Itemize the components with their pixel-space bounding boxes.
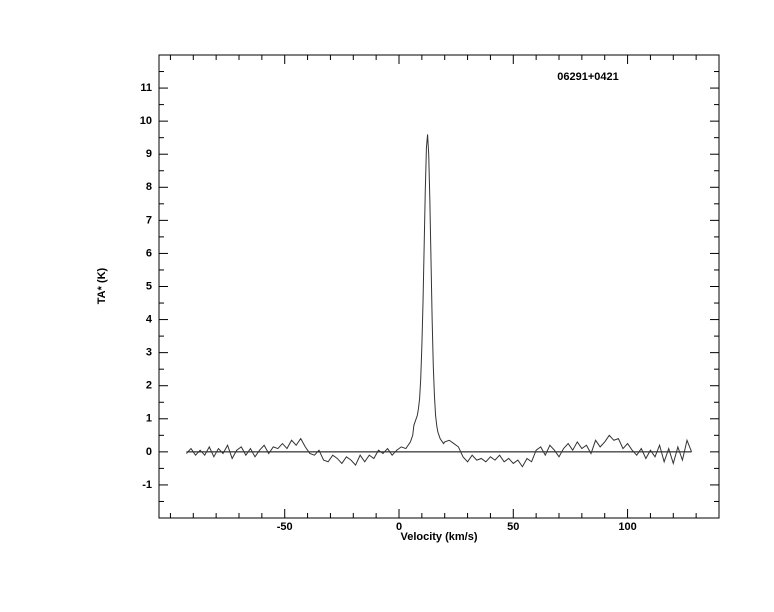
- plot-frame: [158, 54, 720, 519]
- y-axis-label: TA* (K): [96, 267, 108, 304]
- spectrum-line: [186, 134, 693, 468]
- x-axis-label: Velocity (km/s): [400, 531, 477, 543]
- y-tick-label: 5: [146, 280, 152, 292]
- y-tick-label: 6: [146, 247, 152, 259]
- y-tick-label: 7: [146, 214, 152, 226]
- y-tick-label: 1: [146, 413, 152, 425]
- x-tick-label: 100: [618, 521, 636, 533]
- y-tick-label: 8: [146, 181, 152, 193]
- y-tick-label: 11: [140, 82, 152, 94]
- y-tick-label: 9: [146, 148, 152, 160]
- y-tick-label: 3: [146, 347, 152, 359]
- y-tick-label: 10: [140, 115, 152, 127]
- y-tick-label: 0: [146, 446, 152, 458]
- y-tick-label: 2: [146, 380, 152, 392]
- x-tick-label: 0: [396, 521, 402, 533]
- y-tick-label: 4: [146, 313, 153, 325]
- chart-title: 06291+0421: [557, 71, 618, 83]
- y-tick-label: -1: [142, 479, 152, 491]
- x-tick-label: -50: [277, 521, 293, 533]
- x-tick-label: 50: [507, 521, 519, 533]
